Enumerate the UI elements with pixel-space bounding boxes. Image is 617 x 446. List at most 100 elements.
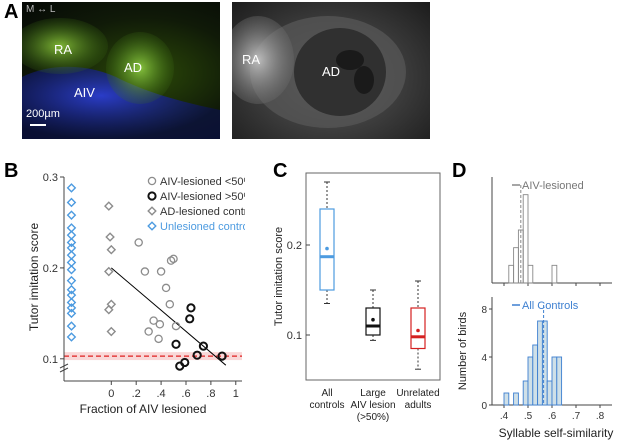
y-axis-label: Tutor imitation score [273,227,285,326]
data-point [166,256,176,265]
category-label: (>50%) [357,412,390,423]
data-point [66,297,77,308]
data-point [104,201,114,211]
series-label: AIV-lesioned [522,180,584,192]
data-point [134,238,143,247]
data-point [185,314,195,324]
box-group [365,289,381,341]
data-point [217,351,227,361]
y-tick-label: 0.3 [43,172,58,184]
box [365,307,381,336]
data-point [192,350,202,360]
data-point [154,334,163,344]
y-tick-label: 0.2 [43,263,58,275]
category-label: controls [309,400,344,411]
category-label: AIV lesion [350,400,395,411]
panel-label-c: C [273,160,288,182]
data-point [180,357,190,368]
histogram-bar [513,247,519,284]
panel-label-a: A [4,1,19,23]
scale-bar [30,124,46,126]
data-point [66,210,77,220]
histogram-bar [522,380,529,406]
box [410,307,426,350]
legend-marker [147,221,157,231]
x-tick-label: 1 [233,388,239,400]
histogram-bar [551,264,558,284]
category-label: Unrelated [396,388,439,399]
data-point [105,232,115,242]
axis-break-mark [59,367,69,373]
data-point [161,283,171,293]
category-label: All [321,388,332,399]
x-tick-label: .5 [524,411,533,422]
y-tick-label: 0.1 [287,330,302,342]
y-tick-label: 8 [481,305,487,316]
data-point [165,300,175,309]
x-axis-label: Syllable self-similarity [499,426,614,440]
data-point [66,264,77,275]
panel-label-d: D [452,160,467,182]
data-point [149,316,158,325]
orientation-label: M ↔ L [26,4,56,15]
data-point [155,320,165,329]
x-tick-label: .2 [132,388,141,400]
y-axis-label: Number of birds [457,311,469,390]
mean-dot [371,317,375,322]
legend-label: AD-lesioned control [160,206,245,218]
y-tick-label: 0.2 [287,240,302,252]
histogram-bar [503,392,510,406]
panel-label-b: B [4,160,19,182]
mean-dot [325,246,329,251]
x-tick-label: .4 [156,388,165,400]
scale-bar-label: 200µm [26,108,60,120]
histogram-bar [527,356,534,406]
histogram-bar [522,194,529,284]
micrograph-nissl: RA AD [232,2,430,139]
data-point [66,332,77,342]
histogram-chart-d: AIV-lesioned .4 .5 .6 .7 .8 0 4 8 All Controls S… [457,177,614,440]
data-point [66,183,77,193]
legend-label: Unlesioned control [160,221,245,233]
x-tick-label: .4 [500,411,509,422]
micrograph-fluorescence: M ↔ L RA AD AIV 200µm [22,2,220,139]
axis-break-mark [59,363,69,369]
histogram-bar [551,356,558,406]
y-tick-label: 0.1 [43,354,58,366]
category-label: Large [360,388,386,399]
data-point [171,321,181,331]
box-group [410,280,426,370]
series-label: All Controls [522,300,579,312]
ad-label-right: AD [322,64,341,79]
micrograph-nissl-art [232,16,406,128]
ra-label: RA [54,42,73,57]
category-label: adults [405,400,432,411]
legend-marker [147,206,157,216]
legend-label: AIV-lesioned >50% [160,191,245,203]
data-point [106,244,117,255]
plot-frame [305,172,441,381]
x-tick-label: .6 [548,411,557,422]
x-tick-label: .6 [181,388,190,400]
x-axis-label: Fraction of AIV lesioned [80,402,207,416]
data-point [66,321,77,331]
data-point [66,303,77,313]
histogram-bar [556,356,563,406]
ra-label-right: RA [242,52,261,67]
histogram-bar [513,392,519,406]
fit-line [110,267,227,366]
data-point [140,267,150,276]
data-point [156,267,166,276]
x-tick-label: .7 [572,411,581,422]
data-point [104,304,114,315]
x-tick-label: 0 [108,388,114,400]
histogram-bar [527,264,534,284]
ad-label: AD [124,60,143,75]
legend-label: AIV-lesioned <50% [160,176,245,188]
data-point [104,266,114,277]
data-point [66,197,77,208]
legend-marker [147,176,157,186]
data-point [171,339,181,349]
